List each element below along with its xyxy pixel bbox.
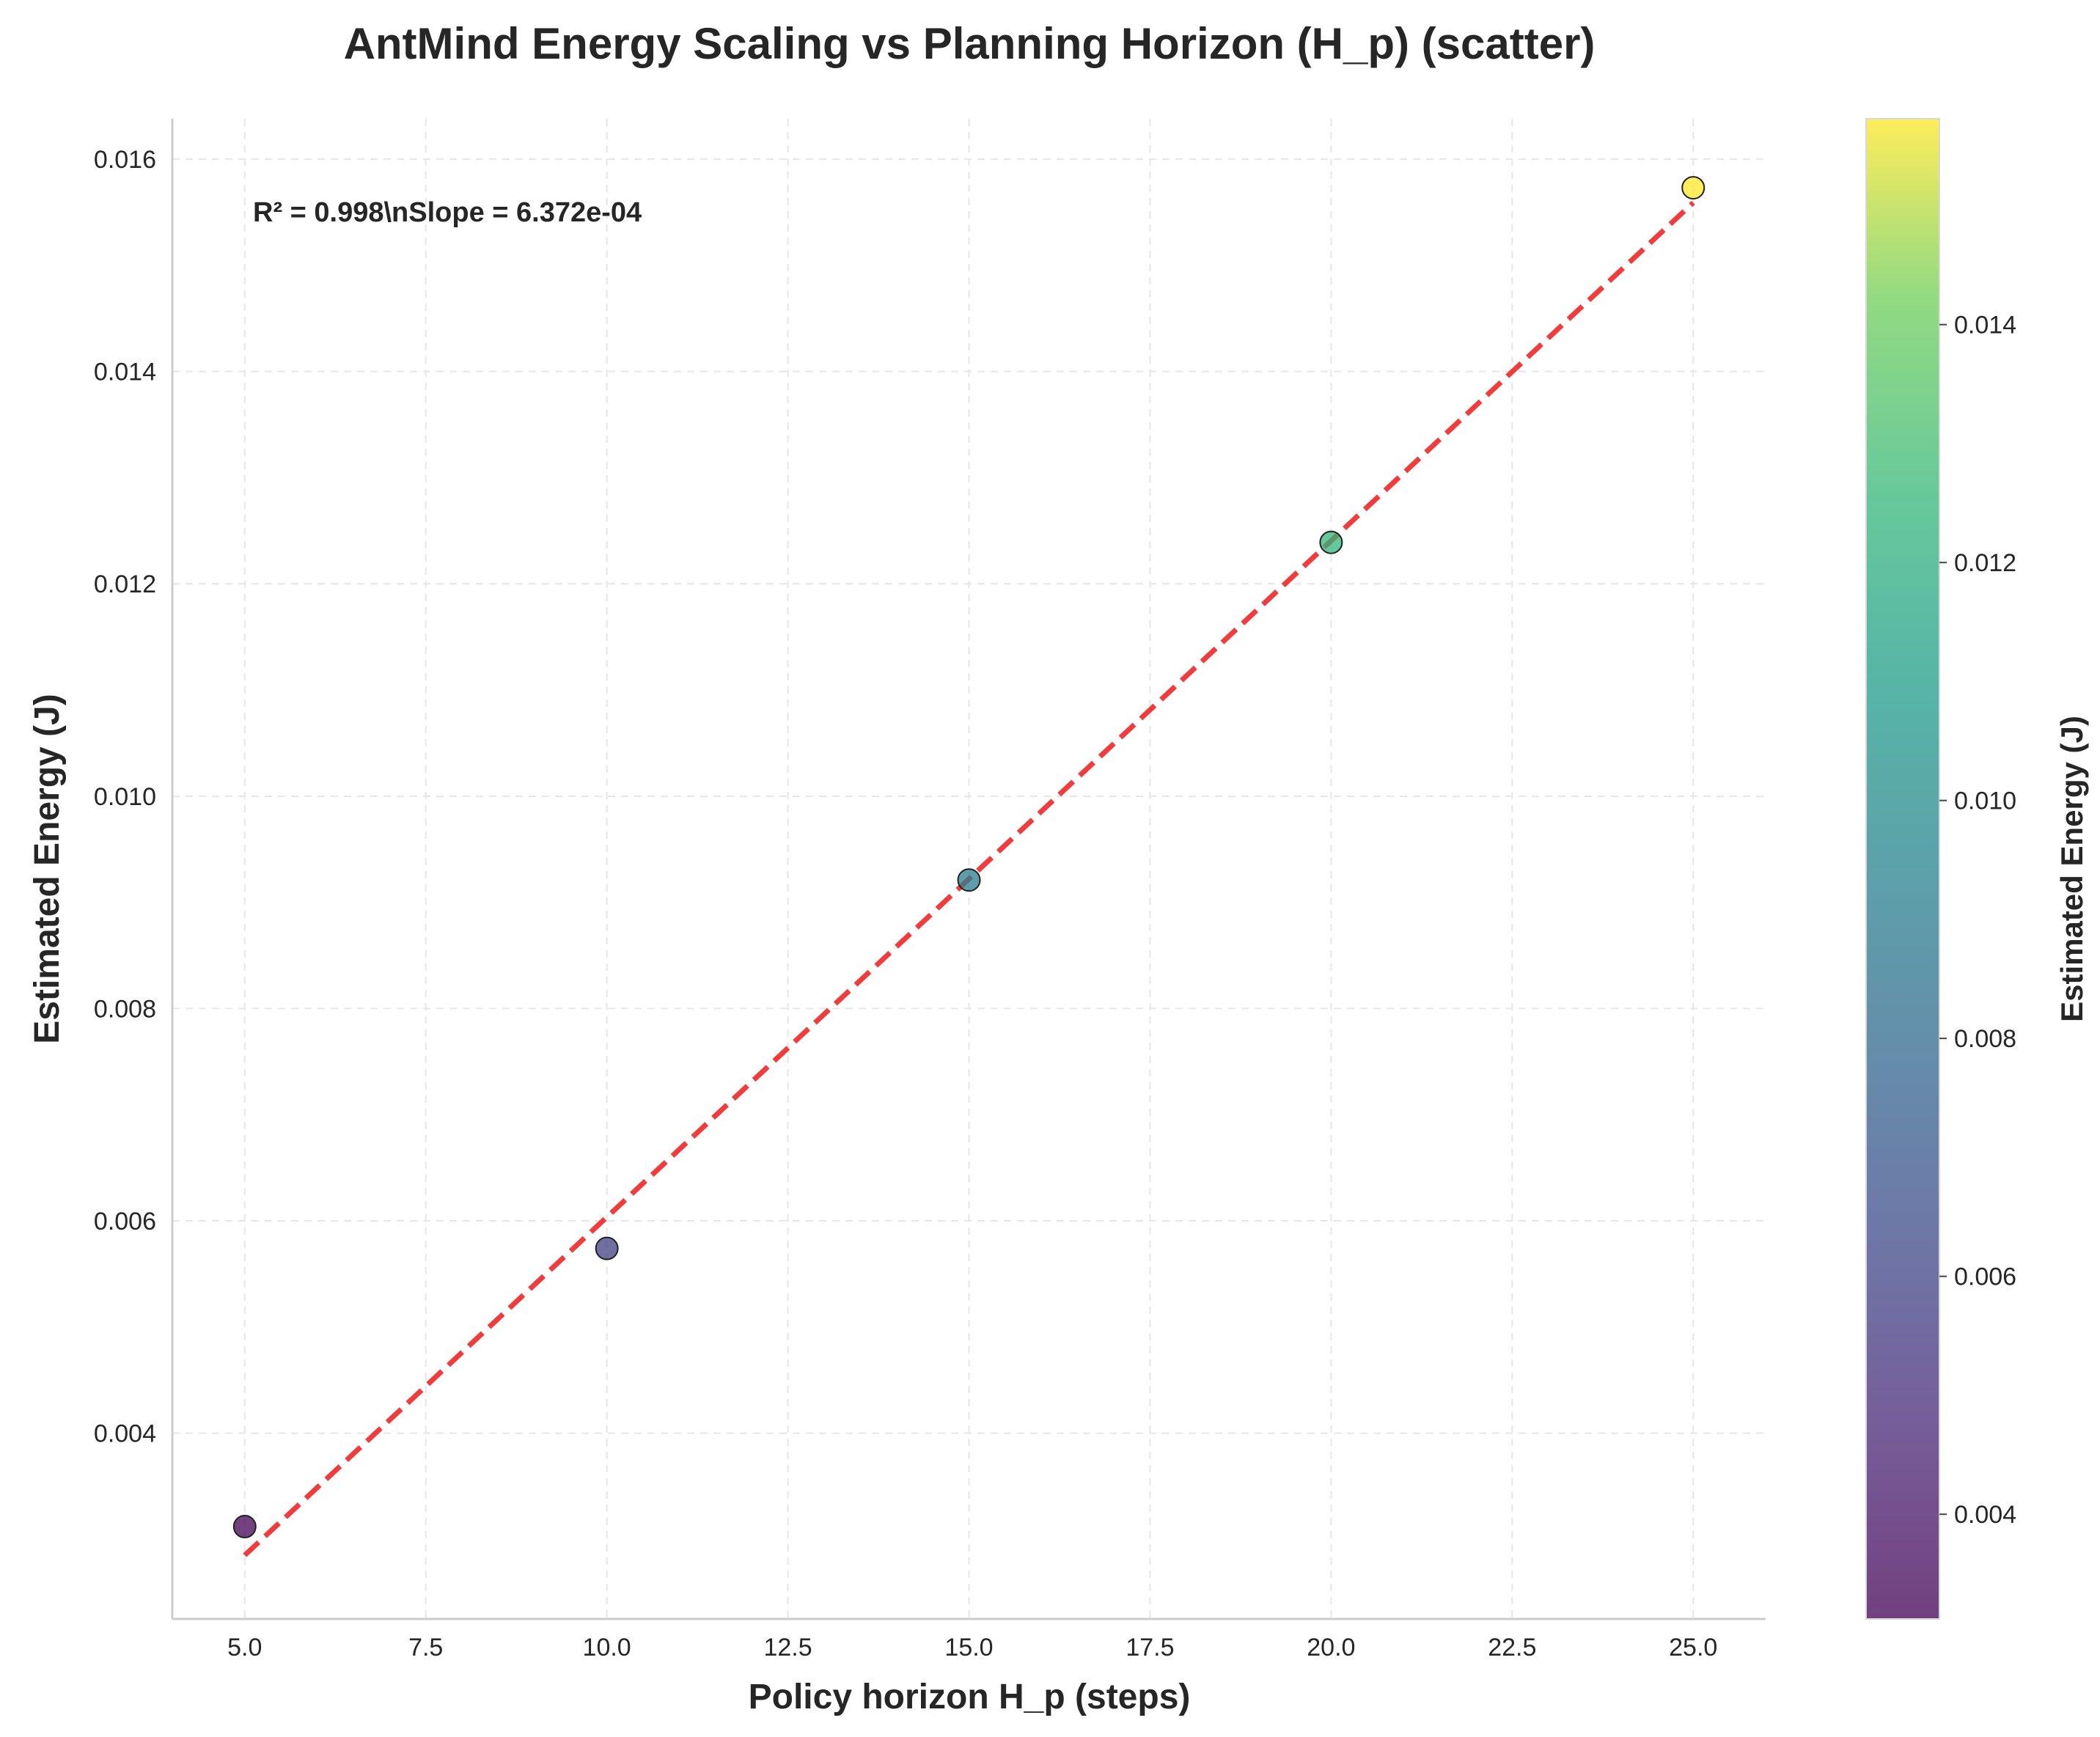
data-point	[232, 1515, 257, 1539]
colorbar-tick-label: 0.004	[1954, 1501, 2016, 1529]
x-tick-label: 10.0	[583, 1634, 631, 1661]
colorbar-tick-label: 0.006	[1954, 1263, 2016, 1291]
colorbar-label: Estimated Energy (J)	[2055, 716, 2089, 1022]
x-tick-label: 22.5	[1488, 1634, 1536, 1661]
x-ticks: 5.0 7.5 10.0 12.5 15.0 17.5 20.0 22.5 25.0	[227, 1634, 1717, 1661]
data-point	[1319, 530, 1343, 554]
y-tick-label: 0.014	[94, 359, 156, 386]
x-axis-label: Policy horizon H_p (steps)	[749, 1678, 1191, 1716]
colorbar-ticks: 0.004 0.006 0.008 0.010 0.012 0.014	[1939, 312, 2016, 1529]
x-tick-label: 12.5	[763, 1634, 812, 1661]
data-point	[1681, 176, 1706, 200]
colorbar	[1865, 118, 1940, 1620]
colorbar-tick-label: 0.008	[1954, 1025, 2016, 1053]
data-point	[595, 1236, 619, 1260]
x-tick-label: 20.0	[1307, 1634, 1355, 1661]
x-tick-label: 15.0	[944, 1634, 993, 1661]
x-tick-label: 17.5	[1126, 1634, 1174, 1661]
y-ticks: 0.004 0.006 0.008 0.010 0.012 0.014 0.016	[94, 146, 156, 1448]
grid	[172, 119, 1766, 1619]
x-tick-label: 7.5	[408, 1634, 443, 1661]
chart-title: AntMind Energy Scaling vs Planning Horiz…	[344, 19, 1596, 68]
data-points	[232, 176, 1706, 1539]
y-tick-label: 0.010	[94, 783, 156, 811]
fit-annotation: R² = 0.998\nSlope = 6.372e-04	[253, 197, 642, 228]
y-tick-label: 0.006	[94, 1208, 156, 1235]
colorbar-tick-label: 0.010	[1954, 787, 2016, 815]
y-tick-label: 0.008	[94, 995, 156, 1023]
x-tick-label: 25.0	[1669, 1634, 1717, 1661]
x-tick-label: 5.0	[227, 1634, 262, 1661]
y-tick-label: 0.012	[94, 570, 156, 598]
y-tick-label: 0.016	[94, 146, 156, 174]
colorbar-tick-label: 0.012	[1954, 549, 2016, 577]
data-point	[957, 868, 981, 892]
colorbar-tick-label: 0.014	[1954, 312, 2016, 339]
y-tick-label: 0.004	[94, 1420, 156, 1448]
y-axis-label: Estimated Energy (J)	[28, 694, 67, 1043]
